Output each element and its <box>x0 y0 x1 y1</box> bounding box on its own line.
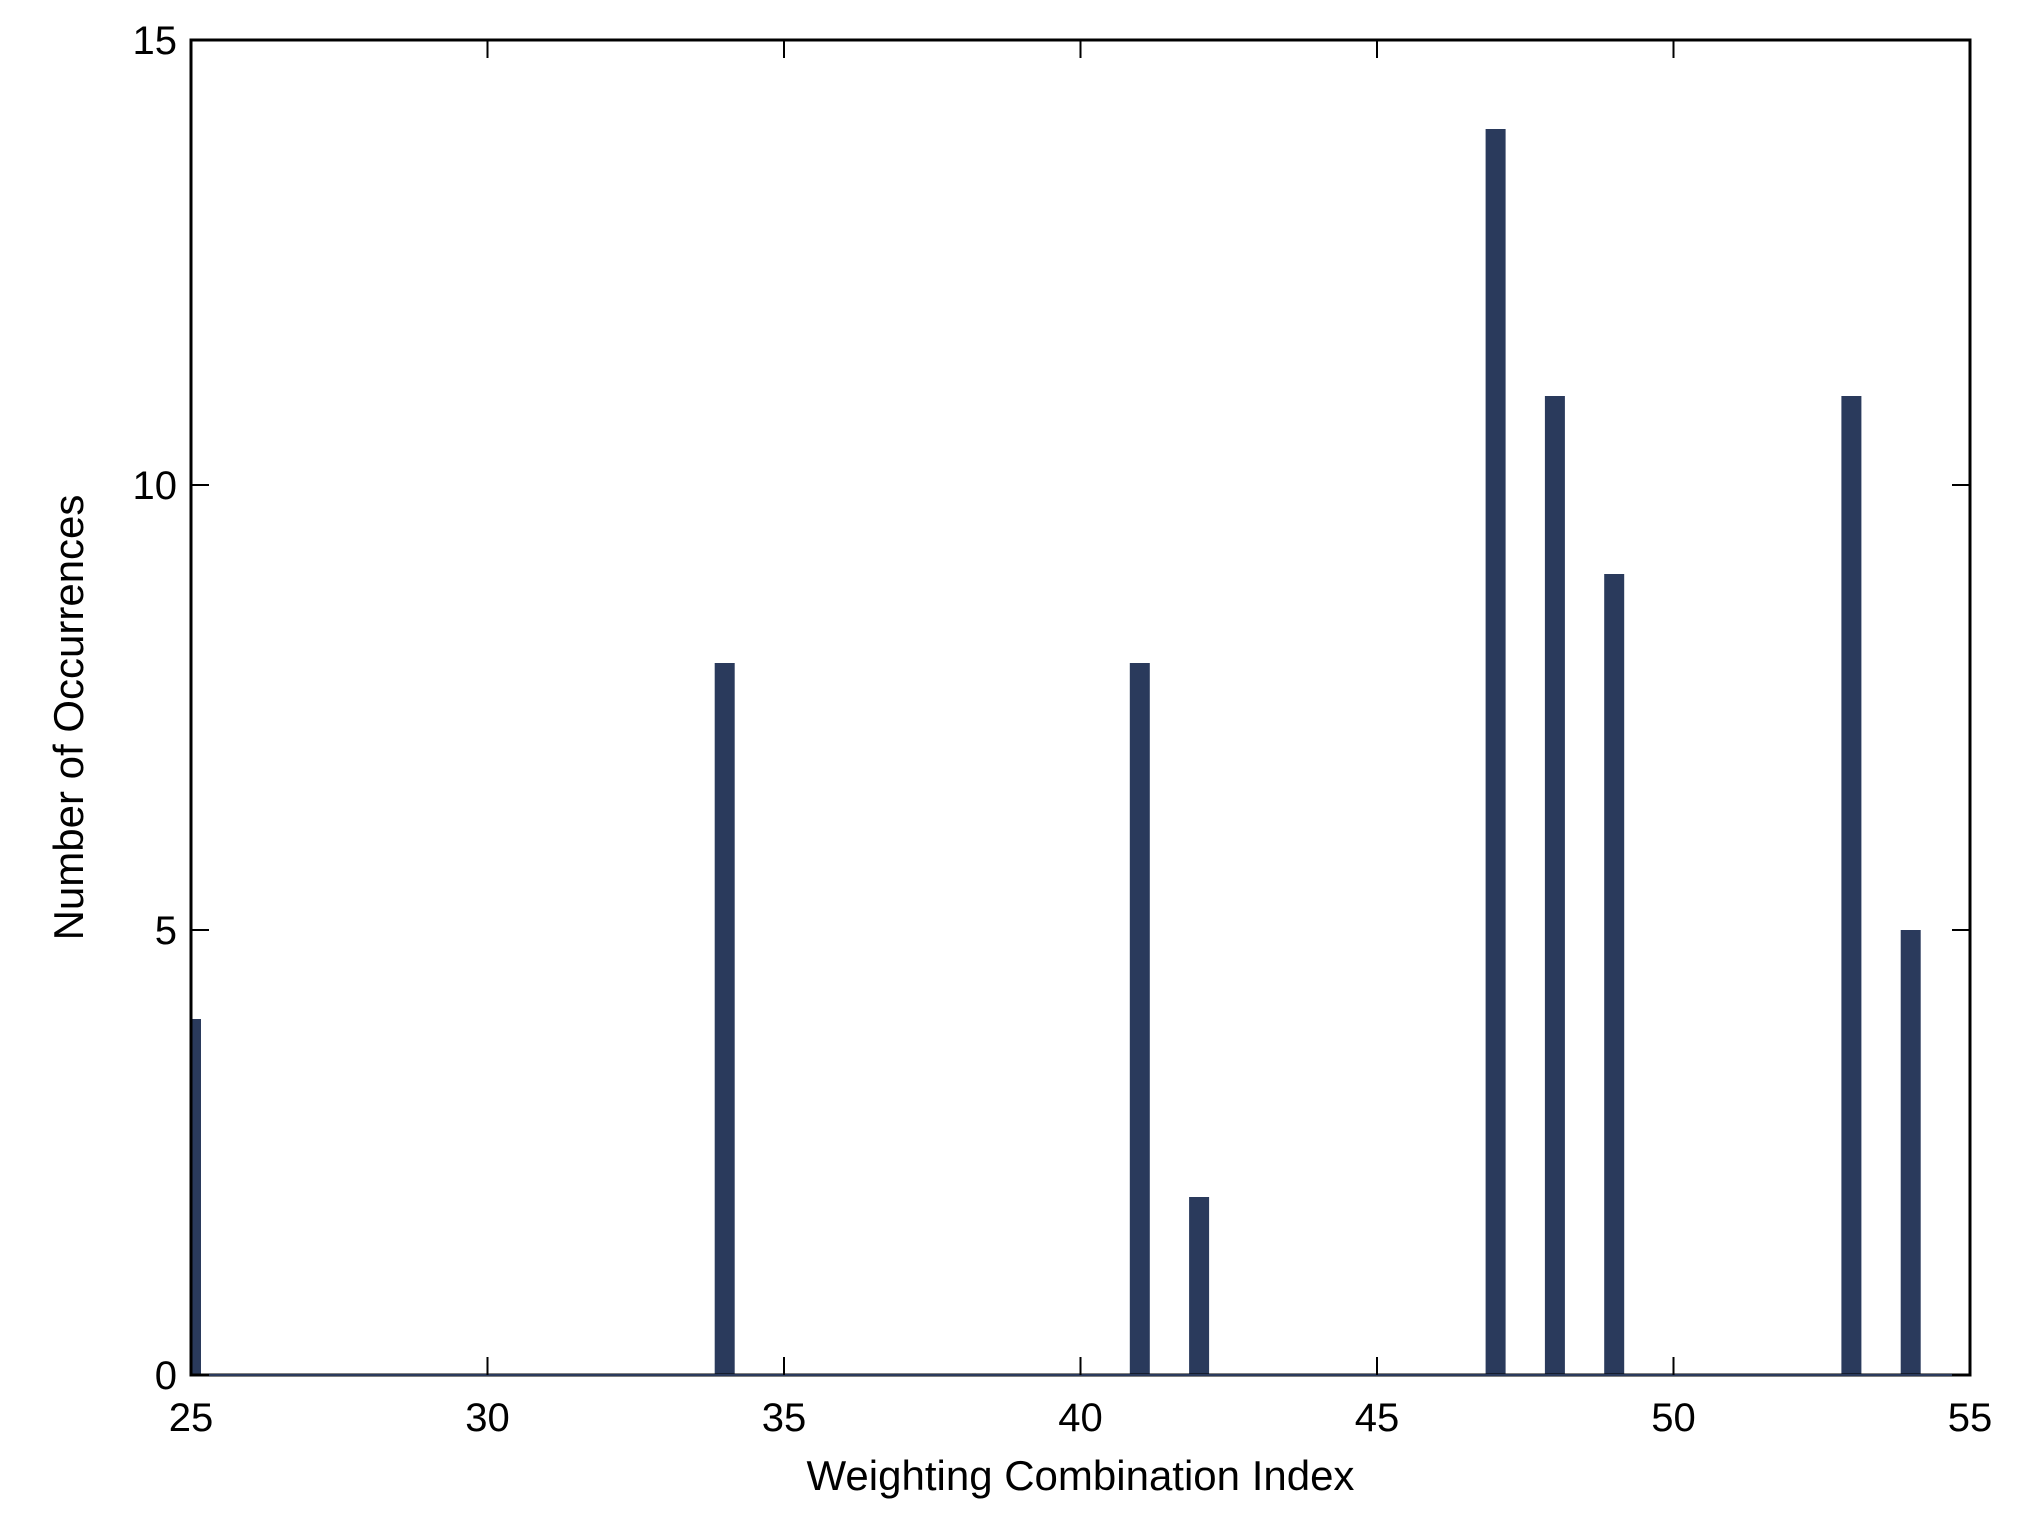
x-tick-label-55: 55 <box>1948 1396 1993 1440</box>
x-tick-label-45: 45 <box>1355 1396 1400 1440</box>
y-tick-label-15: 15 <box>133 19 178 63</box>
x-tick-label-40: 40 <box>1058 1396 1103 1440</box>
y-axis-label: Number of Occurrences <box>45 495 92 941</box>
bar-41 <box>1129 663 1150 1375</box>
bar-54 <box>1900 930 1921 1375</box>
x-tick-label-50: 50 <box>1651 1396 1696 1440</box>
bar-53 <box>1841 396 1862 1375</box>
bar-48 <box>1544 396 1565 1375</box>
bar-42 <box>1189 1197 1210 1375</box>
x-tick-label-25: 25 <box>169 1396 214 1440</box>
bar-47 <box>1485 129 1506 1375</box>
plot-frame <box>189 38 1972 1377</box>
x-tick-label-35: 35 <box>762 1396 807 1440</box>
bar-49 <box>1604 574 1625 1375</box>
tick-labels-group: 25 30 35 40 45 50 55 0 5 10 15 <box>133 19 1993 1440</box>
y-tick-label-10: 10 <box>133 464 178 508</box>
bars-group <box>191 129 1921 1375</box>
y-tick-label-0: 0 <box>155 1354 177 1398</box>
ticks-group <box>190 39 1971 1376</box>
x-axis-label: Weighting Combination Index <box>807 1452 1355 1499</box>
bar-25 <box>191 1019 201 1375</box>
bar-34 <box>714 663 735 1375</box>
x-tick-label-30: 30 <box>465 1396 510 1440</box>
y-tick-label-5: 5 <box>155 909 177 953</box>
